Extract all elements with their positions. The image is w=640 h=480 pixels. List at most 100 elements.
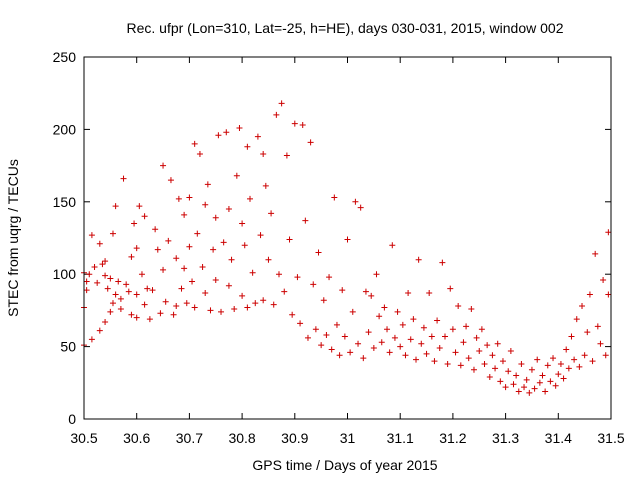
data-point <box>278 100 285 107</box>
data-point <box>225 282 232 289</box>
data-point <box>181 211 188 218</box>
x-tick-label: 31.2 <box>439 430 466 446</box>
data-point <box>125 288 132 295</box>
data-point <box>460 339 467 346</box>
data-point <box>262 182 269 189</box>
data-point <box>112 291 119 298</box>
data-point <box>160 266 167 273</box>
data-point <box>223 129 230 136</box>
data-point <box>91 263 98 270</box>
data-point <box>389 242 396 249</box>
x-tick-label: 31 <box>340 430 356 446</box>
data-points <box>81 100 612 396</box>
x-tick-label: 31.1 <box>387 430 414 446</box>
data-point <box>481 360 488 367</box>
data-point <box>141 213 148 220</box>
data-point <box>373 271 380 278</box>
data-point <box>399 321 406 328</box>
data-point <box>386 349 393 356</box>
data-point <box>244 304 251 311</box>
data-point <box>109 300 116 307</box>
data-point <box>420 324 427 331</box>
y-tick-label: 250 <box>53 49 77 65</box>
data-point <box>191 140 198 147</box>
data-point <box>167 177 174 184</box>
data-point <box>186 243 193 250</box>
data-point <box>542 388 549 395</box>
data-point <box>605 291 612 298</box>
data-point <box>426 290 433 297</box>
data-point <box>544 362 551 369</box>
data-point <box>584 329 591 336</box>
data-point <box>550 355 557 362</box>
data-point <box>268 210 275 217</box>
data-point <box>133 291 140 298</box>
data-point <box>181 265 188 272</box>
data-point <box>336 352 343 359</box>
x-tick-label: 30.8 <box>228 430 255 446</box>
data-point <box>196 151 203 158</box>
data-point <box>515 388 522 395</box>
data-point <box>133 314 140 321</box>
data-point <box>115 278 122 285</box>
data-point <box>83 278 90 285</box>
data-point <box>83 287 90 294</box>
data-point <box>505 368 512 375</box>
data-point <box>579 303 586 310</box>
data-point <box>528 366 535 373</box>
data-point <box>302 217 309 224</box>
data-point <box>186 194 193 201</box>
data-point <box>441 333 448 340</box>
data-point <box>510 381 517 388</box>
data-point <box>547 378 554 385</box>
data-point <box>88 232 95 239</box>
data-point <box>173 303 180 310</box>
data-point <box>355 340 362 347</box>
data-point <box>191 304 198 311</box>
data-point <box>397 343 404 350</box>
x-tick-label: 31.4 <box>545 430 572 446</box>
data-point <box>565 365 572 372</box>
data-point <box>204 181 211 188</box>
data-point <box>239 292 246 299</box>
x-axis-label: GPS time / Days of year 2015 <box>252 457 437 473</box>
chart-title: Rec. ufpr (Lon=310, Lat=-25, h=HE), days… <box>126 20 563 36</box>
data-point <box>381 304 388 311</box>
data-point <box>573 316 580 323</box>
data-point <box>241 242 248 249</box>
data-point <box>152 226 159 233</box>
data-point <box>88 336 95 343</box>
data-point <box>244 143 251 150</box>
plot-frame <box>83 56 612 420</box>
data-point <box>436 345 443 352</box>
data-point <box>96 327 103 334</box>
data-point <box>99 261 106 268</box>
data-point <box>326 274 333 281</box>
data-point <box>312 326 319 333</box>
data-point <box>349 308 356 315</box>
data-point <box>307 139 314 146</box>
data-point <box>507 347 514 354</box>
data-point <box>402 352 409 359</box>
y-tick-label: 200 <box>53 121 77 137</box>
data-point <box>202 201 209 208</box>
data-point <box>449 326 456 333</box>
data-point <box>131 220 138 227</box>
data-point <box>492 365 499 372</box>
data-point <box>413 356 420 363</box>
data-point <box>270 301 277 308</box>
data-point <box>539 372 546 379</box>
data-point <box>260 151 267 158</box>
data-point <box>202 290 209 297</box>
data-point <box>107 275 114 282</box>
data-point <box>555 371 562 378</box>
data-point <box>328 346 335 353</box>
y-tick-label: 100 <box>53 266 77 282</box>
data-point <box>494 340 501 347</box>
data-point <box>407 336 414 343</box>
data-point <box>486 374 493 381</box>
data-point <box>602 352 609 359</box>
data-point <box>297 320 304 327</box>
data-point <box>423 350 430 357</box>
data-point <box>560 375 567 382</box>
